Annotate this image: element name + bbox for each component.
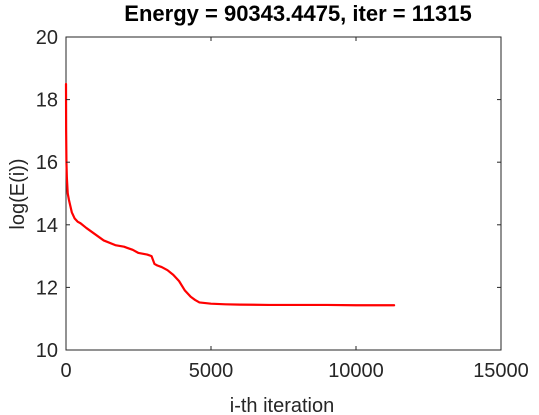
x-tick-label: 15000 [473,360,529,382]
plot-area [64,36,502,351]
x-tick-label: 10000 [328,360,384,382]
y-axis-label: log(E(i)) [7,158,29,229]
y-tick-label: 12 [36,277,58,299]
y-tick-label: 10 [36,340,58,362]
x-tick-label: 5000 [189,360,234,382]
y-tick-label: 18 [36,90,58,112]
x-tick-label: 0 [60,360,71,382]
y-tick-label: 20 [36,27,58,49]
y-tick-label: 16 [36,152,58,174]
series-line-0 [64,82,396,307]
y-tick-label: 14 [36,215,58,237]
y-axis-ticks: 10 12 14 16 18 20 [36,27,501,362]
x-axis-ticks: 0 5000 10000 15000 [60,37,529,382]
chart-title: Energy = 90343.4475, iter = 11315 [124,1,471,26]
axes-box [65,36,502,351]
x-axis-label: i-th iteration [230,395,335,415]
